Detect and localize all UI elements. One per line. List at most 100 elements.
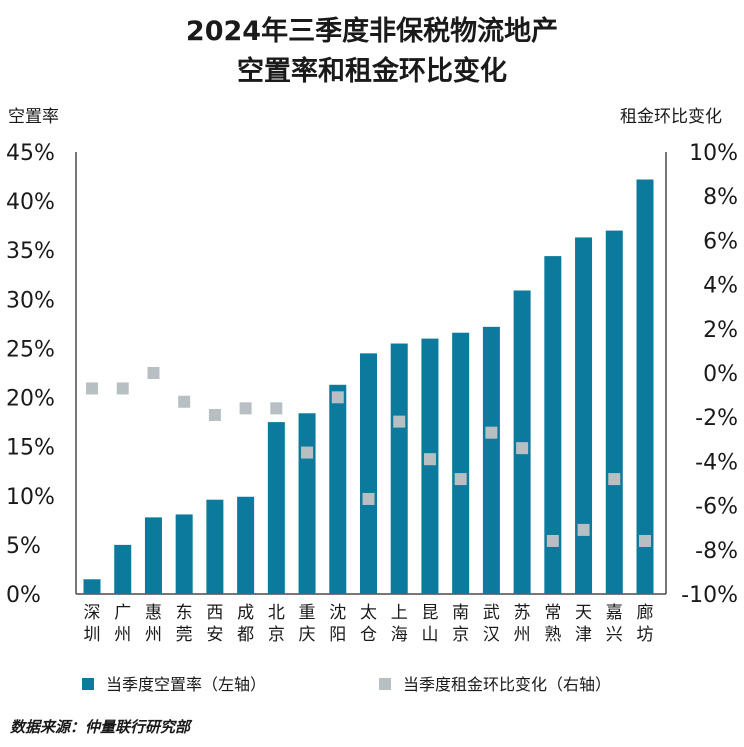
- category-label: 嘉: [606, 603, 623, 623]
- left-tick-label: 45%: [6, 141, 55, 166]
- vacancy-bar: [482, 326, 500, 594]
- category-label: 熟: [544, 624, 561, 645]
- category-label: 莞: [176, 625, 193, 645]
- source-note: 数据来源：仲量联行研究部: [10, 718, 193, 736]
- category-label: 汉: [483, 625, 500, 645]
- vacancy-bar: [544, 256, 562, 594]
- left-tick-label: 30%: [6, 288, 55, 313]
- right-tick-label: -10%: [681, 583, 738, 608]
- vacancy-bar: [206, 499, 224, 594]
- category-label: 惠: [145, 603, 162, 623]
- legend-label-rent: 当季度租金环比变化（右轴）: [403, 675, 611, 694]
- category-label: 阳: [329, 625, 346, 645]
- vacancy-bars: [83, 179, 654, 595]
- vacancy-bar: [83, 579, 101, 594]
- rent-change-marker: [270, 402, 283, 415]
- vacancy-bar: [452, 332, 470, 594]
- category-label: 东: [176, 603, 193, 623]
- right-tick-label: -4%: [695, 450, 738, 475]
- vacancy-bar: [605, 230, 623, 595]
- rent-change-marker: [546, 534, 559, 547]
- left-tick-label: 0%: [6, 583, 41, 608]
- legend-swatch-rent: [379, 678, 391, 690]
- rent-change-marker: [239, 402, 252, 415]
- legend: 当季度空置率（左轴） 当季度租金环比变化（右轴）: [82, 675, 611, 694]
- right-axis: -10% -8% -6% -4% -2% 0% 2% 4% 6% 8% 10%: [681, 141, 738, 608]
- vacancy-bar: [360, 353, 377, 594]
- left-tick-label: 20%: [6, 387, 55, 412]
- rent-change-marker: [178, 395, 191, 408]
- rent-change-markers: [86, 367, 651, 547]
- left-tick-label: 35%: [6, 239, 55, 264]
- category-label: 仓: [360, 625, 377, 645]
- rent-change-marker: [454, 473, 467, 486]
- right-tick-label: 8%: [703, 185, 738, 210]
- category-label: 都: [237, 625, 254, 645]
- vacancy-bar: [114, 544, 132, 594]
- category-label: 海: [391, 625, 408, 645]
- rent-change-marker: [362, 492, 375, 505]
- rent-change-marker: [516, 442, 529, 455]
- vacancy-bar: [636, 179, 654, 594]
- right-axis-title: 租金环比变化: [620, 107, 722, 127]
- category-label: 南: [452, 603, 469, 623]
- category-label: 兴: [606, 625, 623, 645]
- rent-change-marker: [116, 382, 129, 395]
- rent-change-marker: [393, 415, 406, 428]
- rent-change-marker: [147, 367, 160, 379]
- category-label: 京: [452, 625, 469, 645]
- left-tick-label: 5%: [6, 534, 41, 559]
- legend-swatch-vacancy: [82, 678, 94, 690]
- category-label: 州: [114, 625, 131, 645]
- chart-title-line-2: 空置率和租金环比变化: [237, 55, 507, 87]
- category-label: 广: [114, 603, 131, 623]
- legend-label-vacancy: 当季度空置率（左轴）: [106, 675, 266, 694]
- rent-change-marker: [423, 453, 436, 466]
- category-label: 苏: [514, 603, 531, 623]
- left-tick-label: 40%: [6, 190, 55, 215]
- rent-change-marker: [86, 382, 98, 395]
- category-label: 庆: [299, 625, 316, 645]
- category-label: 武: [483, 603, 500, 623]
- right-tick-label: 6%: [703, 229, 738, 254]
- right-tick-label: 2%: [703, 318, 738, 343]
- rent-change-marker: [331, 391, 344, 404]
- vacancy-bar: [329, 384, 347, 594]
- category-label: 天: [575, 603, 592, 623]
- left-tick-label: 15%: [6, 436, 55, 461]
- category-label: 西: [206, 603, 223, 623]
- vacancy-bar: [237, 496, 255, 594]
- left-axis: 0% 5% 10% 15% 20% 25% 30% 35% 40% 45%: [6, 141, 55, 608]
- rent-change-marker: [485, 426, 498, 439]
- category-label: 州: [145, 625, 162, 645]
- right-tick-label: -6%: [695, 495, 738, 520]
- right-tick-label: -8%: [695, 539, 738, 564]
- vacancy-bar: [390, 343, 408, 594]
- left-axis-title: 空置率: [8, 107, 59, 127]
- rent-change-marker: [577, 523, 590, 536]
- right-tick-label: 4%: [703, 274, 738, 299]
- vacancy-bar: [144, 517, 162, 594]
- vacancy-bar: [575, 237, 593, 594]
- vacancy-bar: [421, 338, 439, 594]
- category-label: 昆: [421, 603, 438, 623]
- category-label: 圳: [84, 625, 101, 645]
- rent-change-marker: [208, 408, 221, 421]
- category-label: 沈: [329, 603, 346, 623]
- category-label: 重: [299, 603, 316, 623]
- category-label: 山: [421, 625, 438, 645]
- rent-change-marker: [301, 446, 314, 459]
- left-tick-label: 25%: [6, 337, 55, 362]
- vacancy-bar: [298, 413, 316, 594]
- left-tick-label: 10%: [6, 485, 55, 510]
- right-tick-label: -2%: [695, 406, 738, 431]
- right-tick-label: 10%: [689, 141, 738, 166]
- rent-change-marker: [608, 473, 621, 486]
- right-tick-label: 0%: [703, 362, 738, 387]
- chart-title-line-1: 2024年三季度非保税物流地产: [186, 15, 558, 47]
- category-label: 常: [544, 603, 561, 623]
- category-label: 成: [237, 603, 254, 623]
- rent-change-marker: [639, 534, 651, 547]
